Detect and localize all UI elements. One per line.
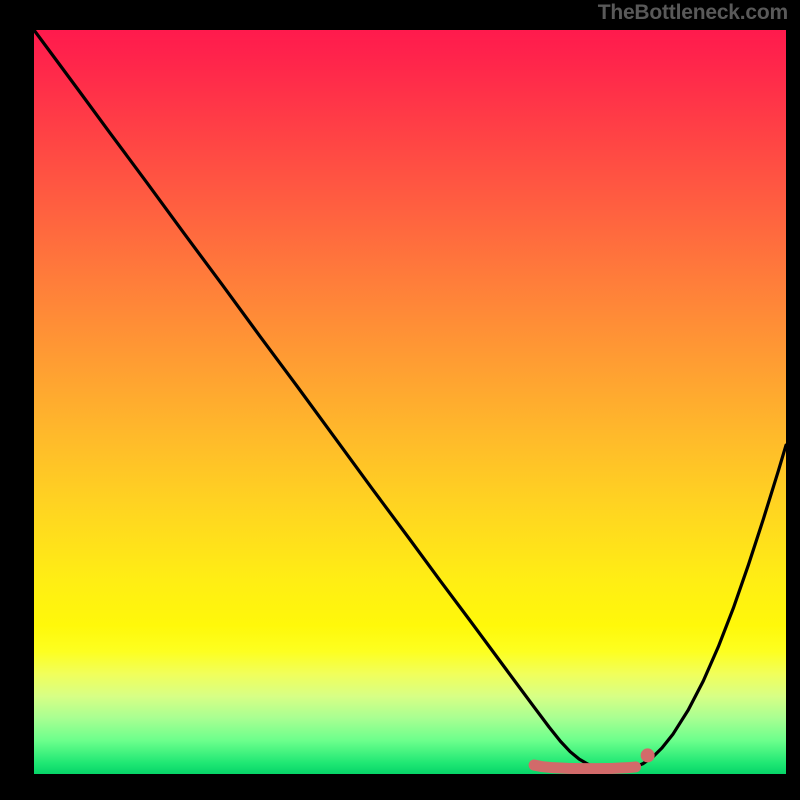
plot-area	[34, 30, 786, 774]
bottleneck-curve	[34, 30, 786, 770]
frame-left	[0, 0, 34, 800]
curve-layer	[34, 30, 786, 774]
chart-root: TheBottleneck.com	[0, 0, 800, 800]
frame-bottom	[0, 774, 800, 800]
bottom-band	[534, 765, 636, 769]
bottom-band-end-dot	[641, 748, 655, 762]
credit-link[interactable]: TheBottleneck.com	[598, 1, 788, 25]
credit-text: TheBottleneck.com	[598, 1, 788, 24]
frame-right	[786, 0, 800, 800]
